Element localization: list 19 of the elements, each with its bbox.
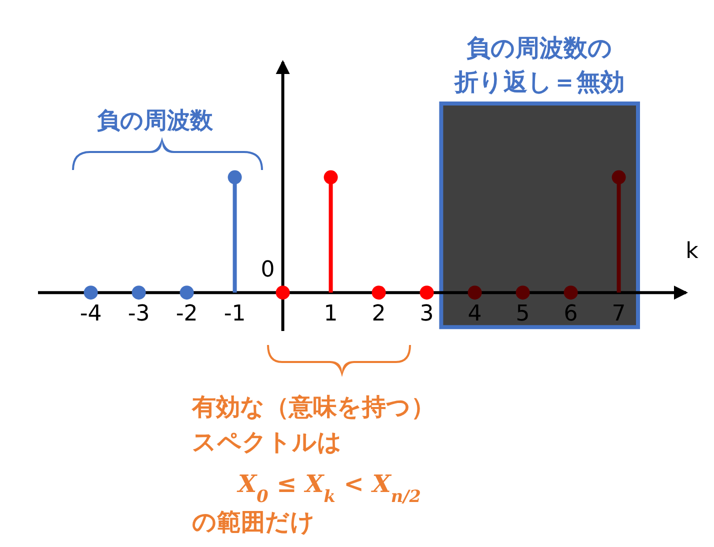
text: スペクトルは (192, 428, 342, 456)
annotation: 0 (260, 258, 275, 283)
x-tick-label: 4 (468, 302, 482, 327)
x-tick-label: 1 (324, 302, 338, 327)
text: の範囲だけ (192, 508, 315, 536)
text: X$_{0}$ ≤ X$_{k}$ < X$_{n/2}$ (236, 469, 421, 506)
x-tick-label: 3 (420, 302, 434, 327)
x-tick-label: 2 (372, 302, 386, 327)
x-tick-label: 5 (516, 302, 530, 327)
x-tick-label: -4 (80, 302, 102, 327)
x-tick-label: 6 (564, 302, 578, 327)
text: 負の周波数 (97, 108, 214, 134)
text: 有効な（意味を持つ） (191, 393, 435, 421)
x-tick-label: -2 (176, 302, 198, 327)
band-label: 負の周波数の折り返し＝無効 (454, 34, 625, 96)
x-tick-label: -3 (128, 302, 150, 327)
x-tick-label: 7 (612, 302, 626, 327)
x-tick-label: -1 (224, 302, 246, 327)
x-axis-title: k (686, 239, 699, 264)
